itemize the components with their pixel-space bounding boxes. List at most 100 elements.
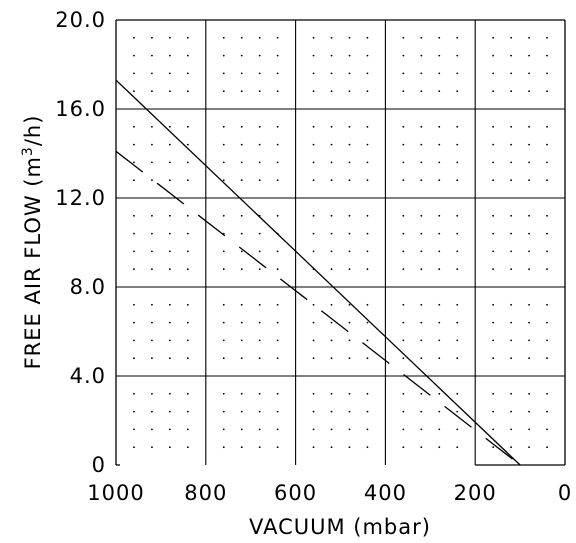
- grid-dot: [420, 250, 423, 253]
- grid-dot: [510, 214, 513, 217]
- grid-dot: [438, 392, 441, 395]
- grid-dot: [133, 143, 135, 146]
- grid-dot: [420, 90, 423, 93]
- grid-dot: [438, 428, 441, 431]
- grid-dot: [438, 143, 441, 146]
- grid-dot: [420, 268, 423, 271]
- grid-dot: [258, 90, 261, 93]
- grid-dot: [258, 54, 261, 57]
- grid-dot: [330, 428, 333, 431]
- grid-dot: [456, 321, 459, 324]
- grid-dot: [366, 268, 369, 271]
- grid-dot: [438, 232, 441, 235]
- grid-dot: [276, 161, 279, 164]
- grid-dot: [240, 303, 243, 306]
- grid-dot: [510, 125, 513, 128]
- grid-dot: [402, 161, 405, 164]
- grid-dot: [528, 143, 530, 146]
- grid-dot: [276, 54, 279, 57]
- grid-dot: [510, 179, 513, 182]
- grid-dot: [312, 321, 315, 324]
- grid-dot: [151, 250, 153, 253]
- grid-dot: [168, 214, 171, 217]
- grid-dot: [492, 161, 495, 164]
- grid-dot: [456, 232, 459, 235]
- grid-dot: [366, 161, 369, 164]
- grid-dot: [258, 250, 261, 253]
- grid-dot: [133, 179, 135, 182]
- grid-dot: [348, 179, 351, 182]
- grid-dot: [186, 410, 189, 413]
- grid-dot: [240, 250, 243, 253]
- grid-dot: [133, 125, 135, 128]
- grid-dot: [366, 446, 369, 449]
- grid-dot: [330, 268, 333, 271]
- grid-dot: [151, 125, 153, 128]
- grid-dot: [330, 72, 333, 75]
- x-tick-label: 400: [364, 481, 407, 505]
- grid-dot: [258, 161, 261, 164]
- grid-dot: [312, 392, 315, 395]
- grid-dot: [186, 36, 189, 39]
- grid-dot: [133, 250, 135, 253]
- grid-dot: [276, 36, 279, 39]
- grid-dot: [402, 214, 405, 217]
- grid-dot: [168, 125, 171, 128]
- grid-dot: [420, 36, 423, 39]
- grid-dot: [348, 339, 351, 342]
- grid-dot: [312, 339, 315, 342]
- grid-dot: [348, 357, 351, 360]
- grid-dot: [330, 143, 333, 146]
- grid-dot: [366, 143, 369, 146]
- grid-dot: [186, 357, 189, 360]
- grid-dot: [438, 125, 441, 128]
- grid-dot: [366, 392, 369, 395]
- grid-dot: [402, 321, 405, 324]
- grid-dot: [456, 446, 459, 449]
- grid-dot: [186, 143, 189, 146]
- grid-dot: [546, 446, 548, 449]
- grid-dot: [151, 392, 153, 395]
- grid-dot: [456, 54, 459, 57]
- grid-dot: [168, 268, 171, 271]
- grid-dot: [420, 392, 423, 395]
- grid-dot: [510, 428, 513, 431]
- grid-dot: [258, 179, 261, 182]
- grid-dot: [330, 357, 333, 360]
- y-axis-title-superscript: 3: [20, 146, 36, 156]
- grid-dot: [151, 446, 153, 449]
- grid-dot: [456, 143, 459, 146]
- grid-dot: [240, 36, 243, 39]
- grid-dot: [186, 90, 189, 93]
- grid-dot: [240, 90, 243, 93]
- y-tick-label: 16.0: [55, 97, 106, 121]
- grid-dot: [258, 125, 261, 128]
- grid-dot: [240, 54, 243, 57]
- grid-dot: [420, 161, 423, 164]
- grid-dot: [133, 54, 135, 57]
- grid-dot: [258, 232, 261, 235]
- grid-dot: [276, 125, 279, 128]
- grid-dot: [546, 179, 548, 182]
- grid-lines: [115, 19, 566, 466]
- grid-dot: [510, 303, 513, 306]
- grid-dot: [366, 410, 369, 413]
- grid-dot: [133, 339, 135, 342]
- grid-dot: [222, 90, 225, 93]
- grid-dot: [492, 357, 495, 360]
- grid-dot: [420, 303, 423, 306]
- grid-dot: [240, 161, 243, 164]
- grid-dot: [420, 321, 423, 324]
- grid-dot: [510, 321, 513, 324]
- grid-dot: [330, 339, 333, 342]
- grid-dot: [492, 250, 495, 253]
- grid-dot: [258, 357, 261, 360]
- series-layer: [115, 79, 521, 466]
- grid-dot: [258, 72, 261, 75]
- grid-dot: [492, 428, 495, 431]
- grid-dot: [348, 90, 351, 93]
- grid-dot: [312, 54, 315, 57]
- grid-dot: [546, 268, 548, 271]
- grid-dot: [240, 179, 243, 182]
- grid-dot: [348, 268, 351, 271]
